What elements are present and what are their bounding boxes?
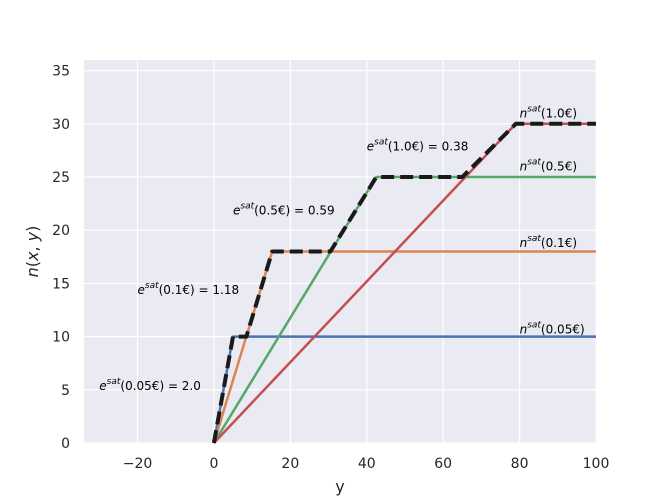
x-tick-label: 0 xyxy=(209,456,218,472)
x-axis-ticks: −20 0 20 40 60 80 100 xyxy=(123,456,610,472)
y-tick-label: 35 xyxy=(52,64,70,80)
y-tick-label: 10 xyxy=(52,330,70,346)
y-tick-label: 30 xyxy=(52,117,70,133)
x-tick-label: 40 xyxy=(358,456,376,472)
annotation-label: esat(1.0€) = 0.38 xyxy=(367,137,469,153)
annotation-label: nsat(0.05€) xyxy=(520,320,585,336)
x-axis-label: y xyxy=(335,477,344,496)
annotation-label: nsat(1.0€) xyxy=(520,104,577,120)
y-tick-label: 20 xyxy=(52,223,70,239)
x-tick-label: 100 xyxy=(583,456,610,472)
annotations: esat(0.05€) = 2.0 esat(0.1€) = 1.18 esat(0… xyxy=(99,104,584,392)
x-tick-label: −20 xyxy=(123,456,153,472)
annotation-label: esat(0.1€) = 1.18 xyxy=(137,281,239,297)
envelope-dashed-line xyxy=(211,121,596,444)
series-line-3 xyxy=(212,175,596,444)
y-tick-label: 25 xyxy=(52,170,70,186)
y-tick-label: 5 xyxy=(61,383,70,399)
series-line-1 xyxy=(212,335,596,444)
annotation-label: esat(0.5€) = 0.59 xyxy=(233,201,335,217)
annotation-label: nsat(0.5€) xyxy=(520,158,577,174)
y-tick-label: 15 xyxy=(52,276,70,292)
x-tick-label: 20 xyxy=(281,456,299,472)
annotation-label: esat(0.05€) = 2.0 xyxy=(99,377,201,393)
x-tick-label: 60 xyxy=(434,456,452,472)
y-axis-label: n(x, y) xyxy=(23,226,42,278)
y-tick-label: 0 xyxy=(61,436,70,452)
annotation-label: nsat(0.1€) xyxy=(520,234,577,250)
x-tick-label: 80 xyxy=(511,456,529,472)
y-axis-ticks: 0 5 10 15 20 25 30 35 xyxy=(52,64,70,452)
series-lines xyxy=(211,121,596,444)
